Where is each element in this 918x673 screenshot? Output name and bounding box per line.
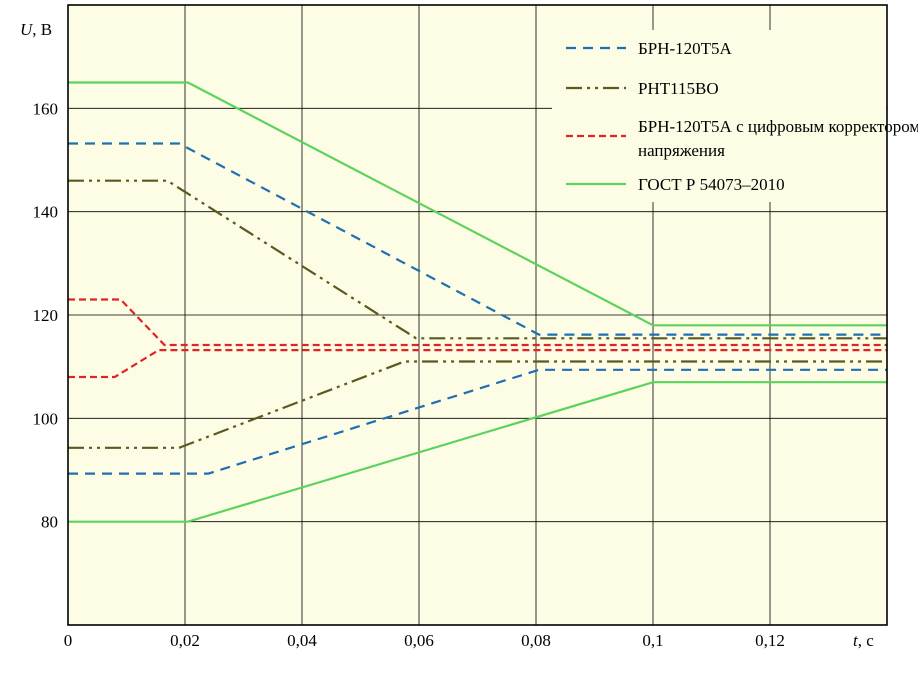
tick-labels: 0 0,02 0,04 0,06 0,08 0,1 0,12 80 100 120 140 160 [33,99,785,650]
x-tick-label-4: 0,08 [521,631,551,650]
x-tick-label-6: 0,12 [755,631,785,650]
legend-background [552,30,886,202]
plot-frame [67,4,888,626]
series-2-line-0 [68,298,887,347]
y-tick-label-1: 100 [33,409,59,428]
series-1-line-1 [68,360,887,449]
x-tick-label-3: 0,06 [404,631,434,650]
legend-label-3: ГОСТ Р 54073–2010 [638,175,785,194]
series-3-line-0 [68,81,887,327]
series-lines [68,81,887,523]
series-0-line-1 [68,368,887,475]
legend-label-2: БРН-120Т5А с цифровым корректором напряже… [638,117,918,160]
y-axis-symbol: U [20,20,34,39]
series-2-line-1 [68,349,887,379]
y-axis-label: U, В [20,20,52,39]
series-3-line-1 [68,381,887,523]
legend-label-0: БРН-120Т5А [638,39,733,58]
y-tick-label-2: 120 [33,306,59,325]
x-tick-label-2: 0,04 [287,631,317,650]
x-axis-symbol: t [853,631,859,650]
y-tick-label-4: 160 [33,99,59,118]
y-tick-label-0: 80 [41,513,58,532]
series-1-line-0 [68,179,887,340]
x-tick-label-5: 0,1 [642,631,663,650]
x-axis-unit: , с [858,631,875,650]
x-tick-label-0: 0 [64,631,73,650]
y-tick-label-3: 140 [33,203,59,222]
x-axis-label: t, с [853,631,874,650]
legend: БРН-120Т5А РНТ115ВО БРН-120Т5А с цифровым … [566,39,918,194]
y-axis-unit: , В [32,20,52,39]
legend-label-1: РНТ115ВО [638,79,719,98]
series-0-line-0 [68,142,887,336]
x-tick-label-1: 0,02 [170,631,200,650]
